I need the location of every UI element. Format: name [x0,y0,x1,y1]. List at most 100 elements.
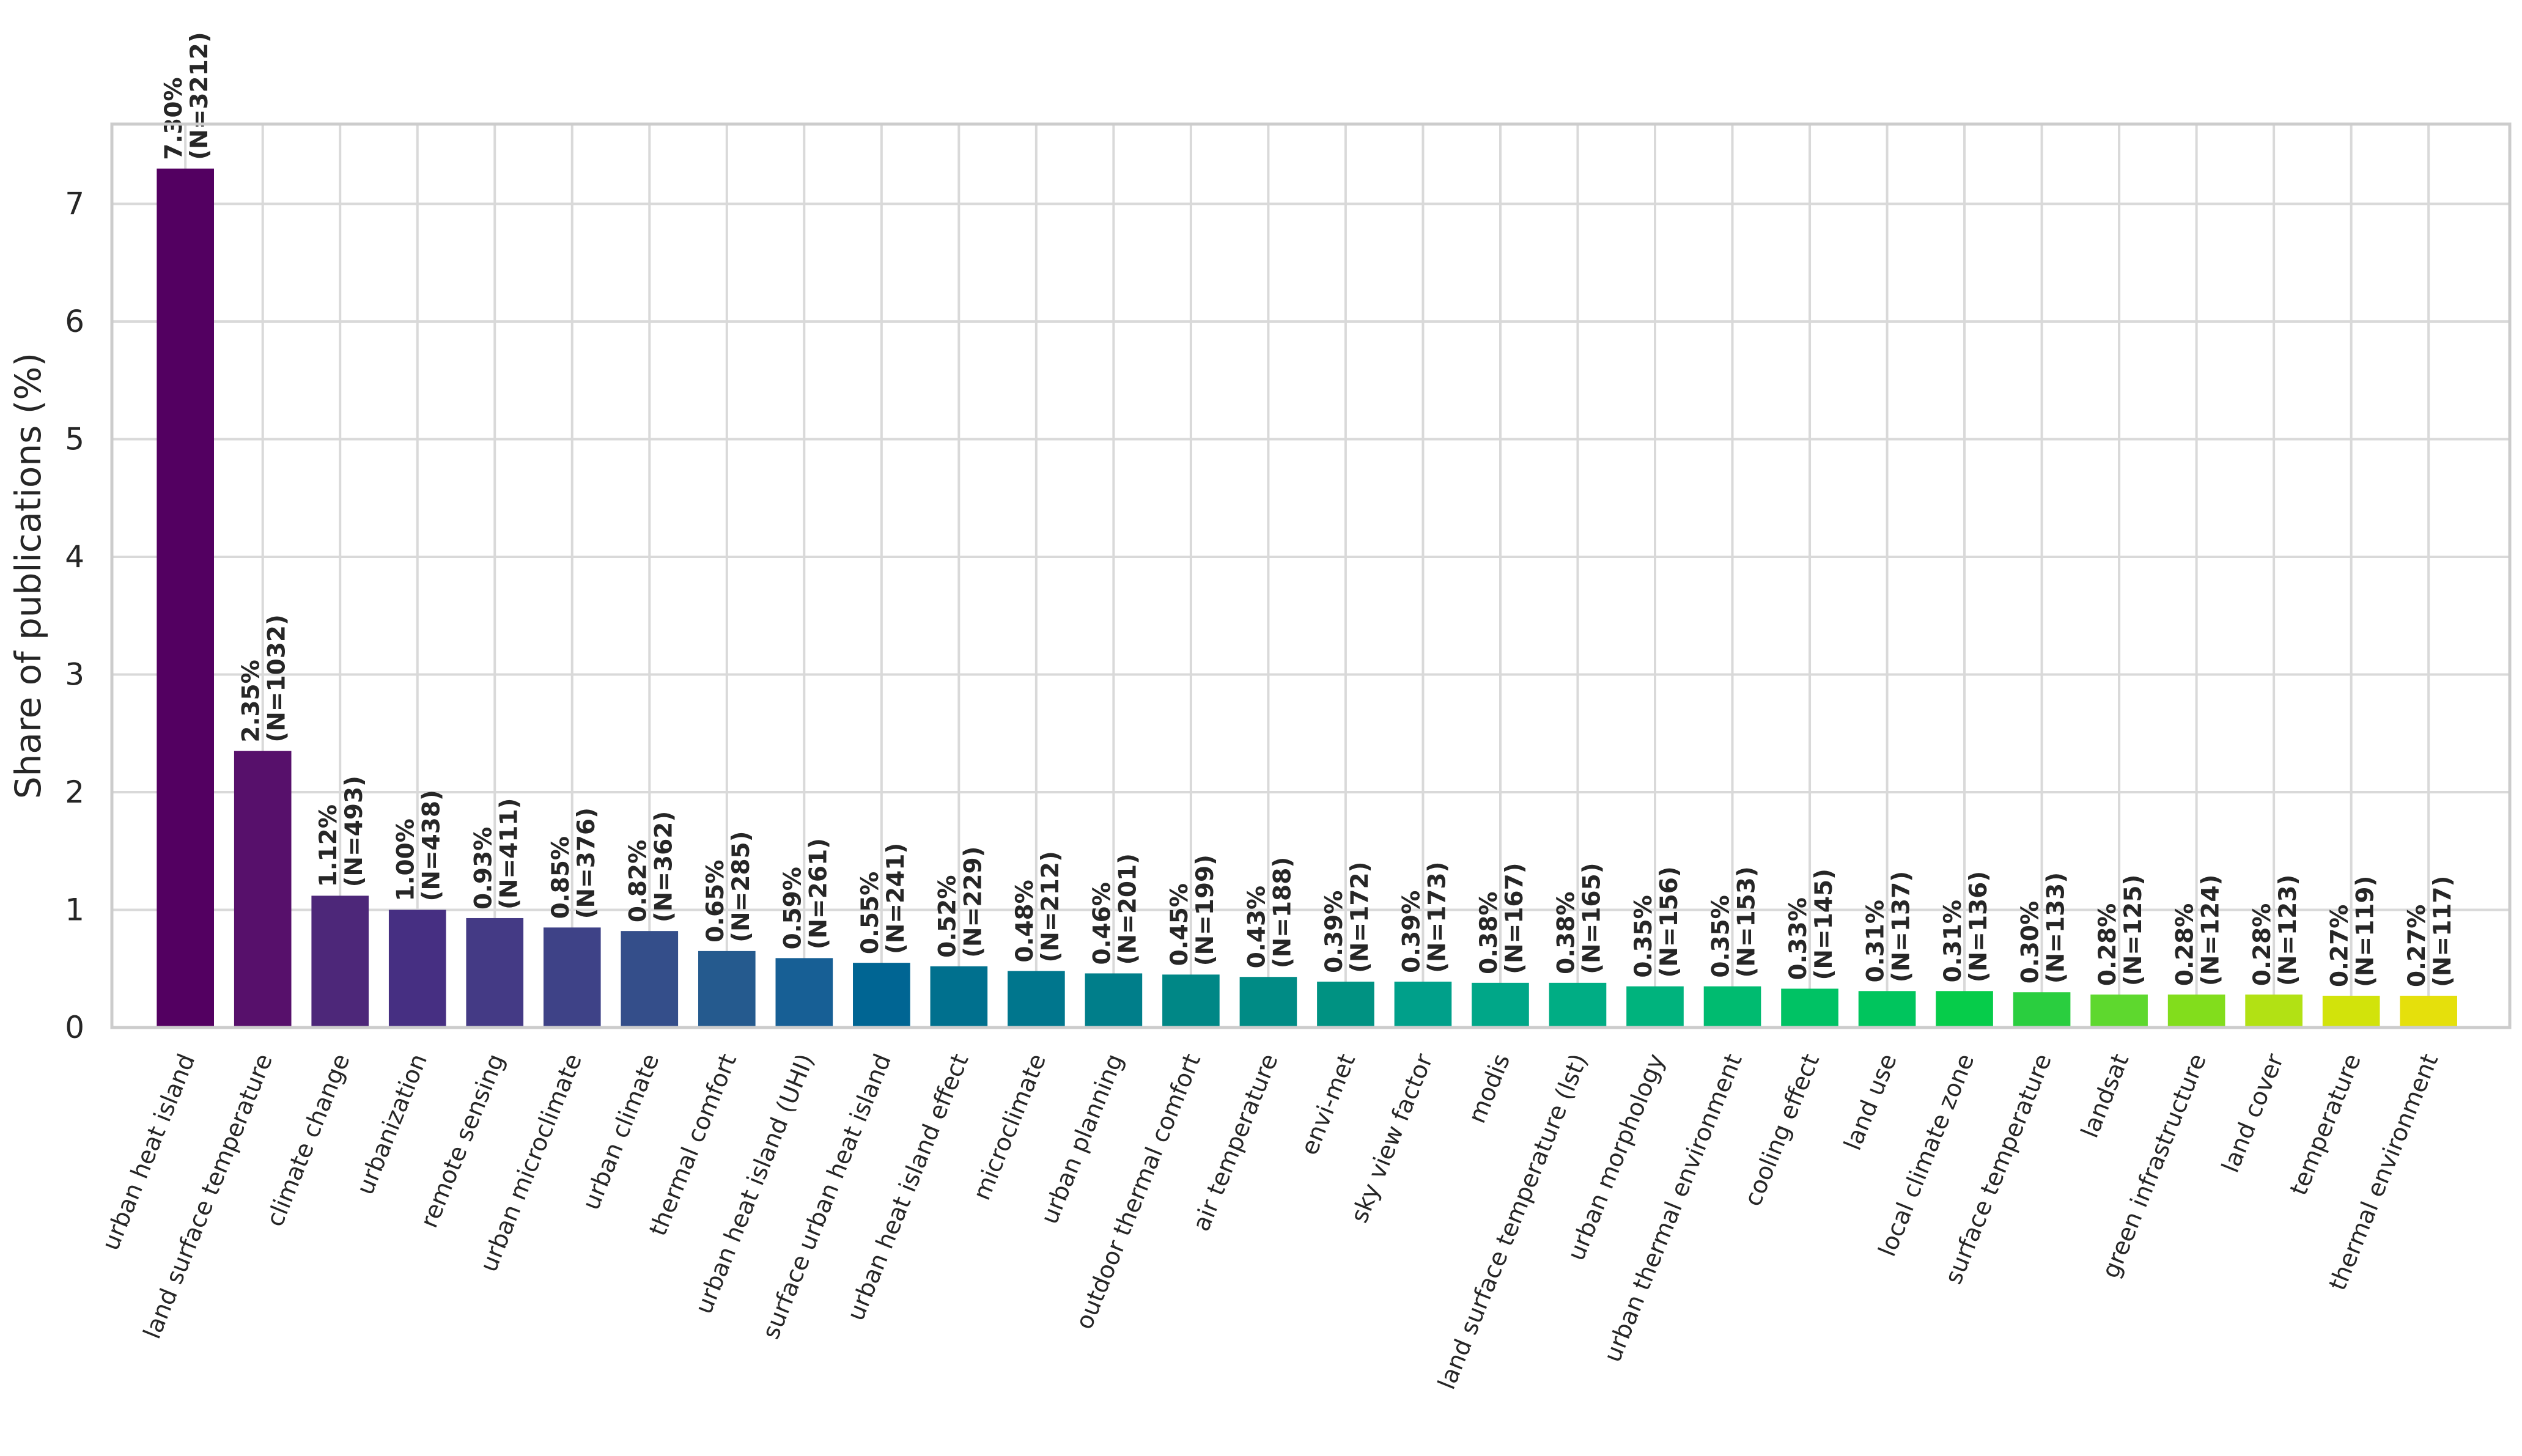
bar-percent-label: 0.31% [1862,900,1890,982]
bar [1008,971,1065,1028]
bar [853,963,910,1028]
bar [234,751,292,1028]
y-tick-label: 6 [65,304,84,339]
bar [2245,995,2303,1028]
bar-count-label: (N=241) [882,843,910,954]
bar-count-label: (N=145) [1810,869,1838,980]
bar [311,895,369,1028]
y-tick-label: 0 [65,1010,84,1045]
bar-percent-label: 0.39% [1321,891,1348,973]
y-tick-label: 4 [65,539,84,575]
x-category-label: urban climate [577,1050,665,1214]
bar [1549,982,1607,1028]
x-category-label: remote sensing [416,1050,511,1232]
bar [2400,996,2457,1028]
y-tick-label: 3 [65,657,84,693]
plot-frame [110,122,2512,1029]
bar-percent-label: 0.35% [1630,895,1657,977]
y-axis-label: Share of publications (%) [7,353,49,799]
bar-percent-label: 0.28% [2249,903,2276,986]
x-category-label: air temperature [1187,1050,1283,1235]
bar-count-label: (N=212) [1037,851,1064,962]
bar-percent-label: 0.27% [2403,905,2431,987]
bar [1162,974,1220,1028]
x-category-label: microclimate [968,1050,1052,1204]
bar-percent-label: 0.30% [2017,901,2045,984]
x-category-label: thermal comfort [644,1050,742,1240]
data-labels: 7.30%(N=3212) 2.35%(N=1032) 1.12%(N=493) 1.… [160,32,2457,987]
bar-count-label: (N=199) [1192,855,1219,966]
bar [1703,986,1761,1028]
x-category-label: urban planning [1036,1050,1129,1228]
bar-percent-label: 0.43% [1243,886,1270,968]
bar-percent-label: 0.27% [2326,905,2354,987]
y-tick-label: 5 [65,422,84,457]
bar-percent-label: 0.52% [934,875,961,958]
x-category-label: land surface temperature (lst) [1433,1050,1593,1394]
bar [1858,991,1916,1028]
x-category-label: temperature [2285,1050,2367,1199]
bar-percent-label: 0.31% [1939,900,1967,982]
bar-count-label: (N=201) [1114,853,1141,965]
bar-count-label: (N=117) [2429,876,2457,987]
bar [1781,988,1838,1028]
bar [930,966,988,1028]
x-category-label: sky view factor [1346,1050,1439,1227]
bar-count-label: (N=165) [1578,862,1606,974]
bar-count-label: (N=119) [2352,876,2380,987]
bar-percent-label: 0.46% [1088,882,1116,965]
bar-percent-label: 0.65% [702,860,729,943]
bar-percent-label: 0.82% [624,840,652,922]
bar-count-label: (N=125) [2120,875,2147,986]
bar [388,910,446,1028]
bar-count-label: (N=124) [2197,875,2225,986]
bar [157,168,215,1028]
x-category-label: landsat [2076,1050,2135,1142]
bar-count-label: (N=188) [1269,857,1296,968]
x-category-label: land cover [2217,1050,2290,1177]
bar-percent-label: 0.39% [1398,891,1425,973]
bar-count-label: (N=261) [805,838,832,949]
bar [621,931,679,1028]
bar-percent-label: 0.38% [1475,892,1503,974]
bars [157,168,2457,1028]
bar-percent-label: 0.33% [1785,897,1812,980]
bar-percent-label: 0.85% [547,836,575,919]
y-axis-ticks: 0 1 2 3 4 5 6 7 [65,186,84,1046]
bar-count-label: (N=229) [959,847,987,958]
bar [1626,986,1684,1028]
bar-percent-label: 0.28% [2172,903,2199,986]
bar-count-label: (N=123) [2274,875,2302,986]
bar [1394,981,1452,1028]
bar [466,917,524,1028]
bar-count-label: (N=167) [1501,862,1528,974]
bar [1085,973,1143,1028]
bar [1317,981,1374,1028]
x-category-label: envi-met [1296,1050,1361,1159]
bar [1239,977,1297,1028]
bar-count-label: (N=133) [2043,872,2070,984]
bar-count-label: (N=172) [1346,862,1374,973]
bar-percent-label: 0.59% [779,867,806,949]
x-category-label: climate change [261,1050,355,1230]
bar-count-label: (N=153) [1733,866,1761,977]
bar-percent-label: 0.45% [1166,883,1193,966]
y-tick-label: 1 [65,892,84,928]
bar-percent-label: 1.12% [315,804,342,887]
bar-count-label: (N=493) [341,776,368,887]
bar-count-label: (N=438) [418,790,446,901]
bar-percent-label: 0.38% [1552,892,1580,974]
bar-percent-label: 0.93% [470,827,497,910]
y-tick-label: 2 [65,774,84,810]
bar-count-label: (N=136) [1965,871,1993,982]
bar-percent-label: 0.55% [857,872,884,954]
bar-percent-label: 7.30% [160,77,188,160]
bar-count-label: (N=137) [1888,871,1915,982]
bar [2013,992,2071,1028]
bar [698,950,756,1028]
bar-count-label: (N=3212) [186,32,213,160]
bar-percent-label: 0.35% [1708,895,1735,977]
